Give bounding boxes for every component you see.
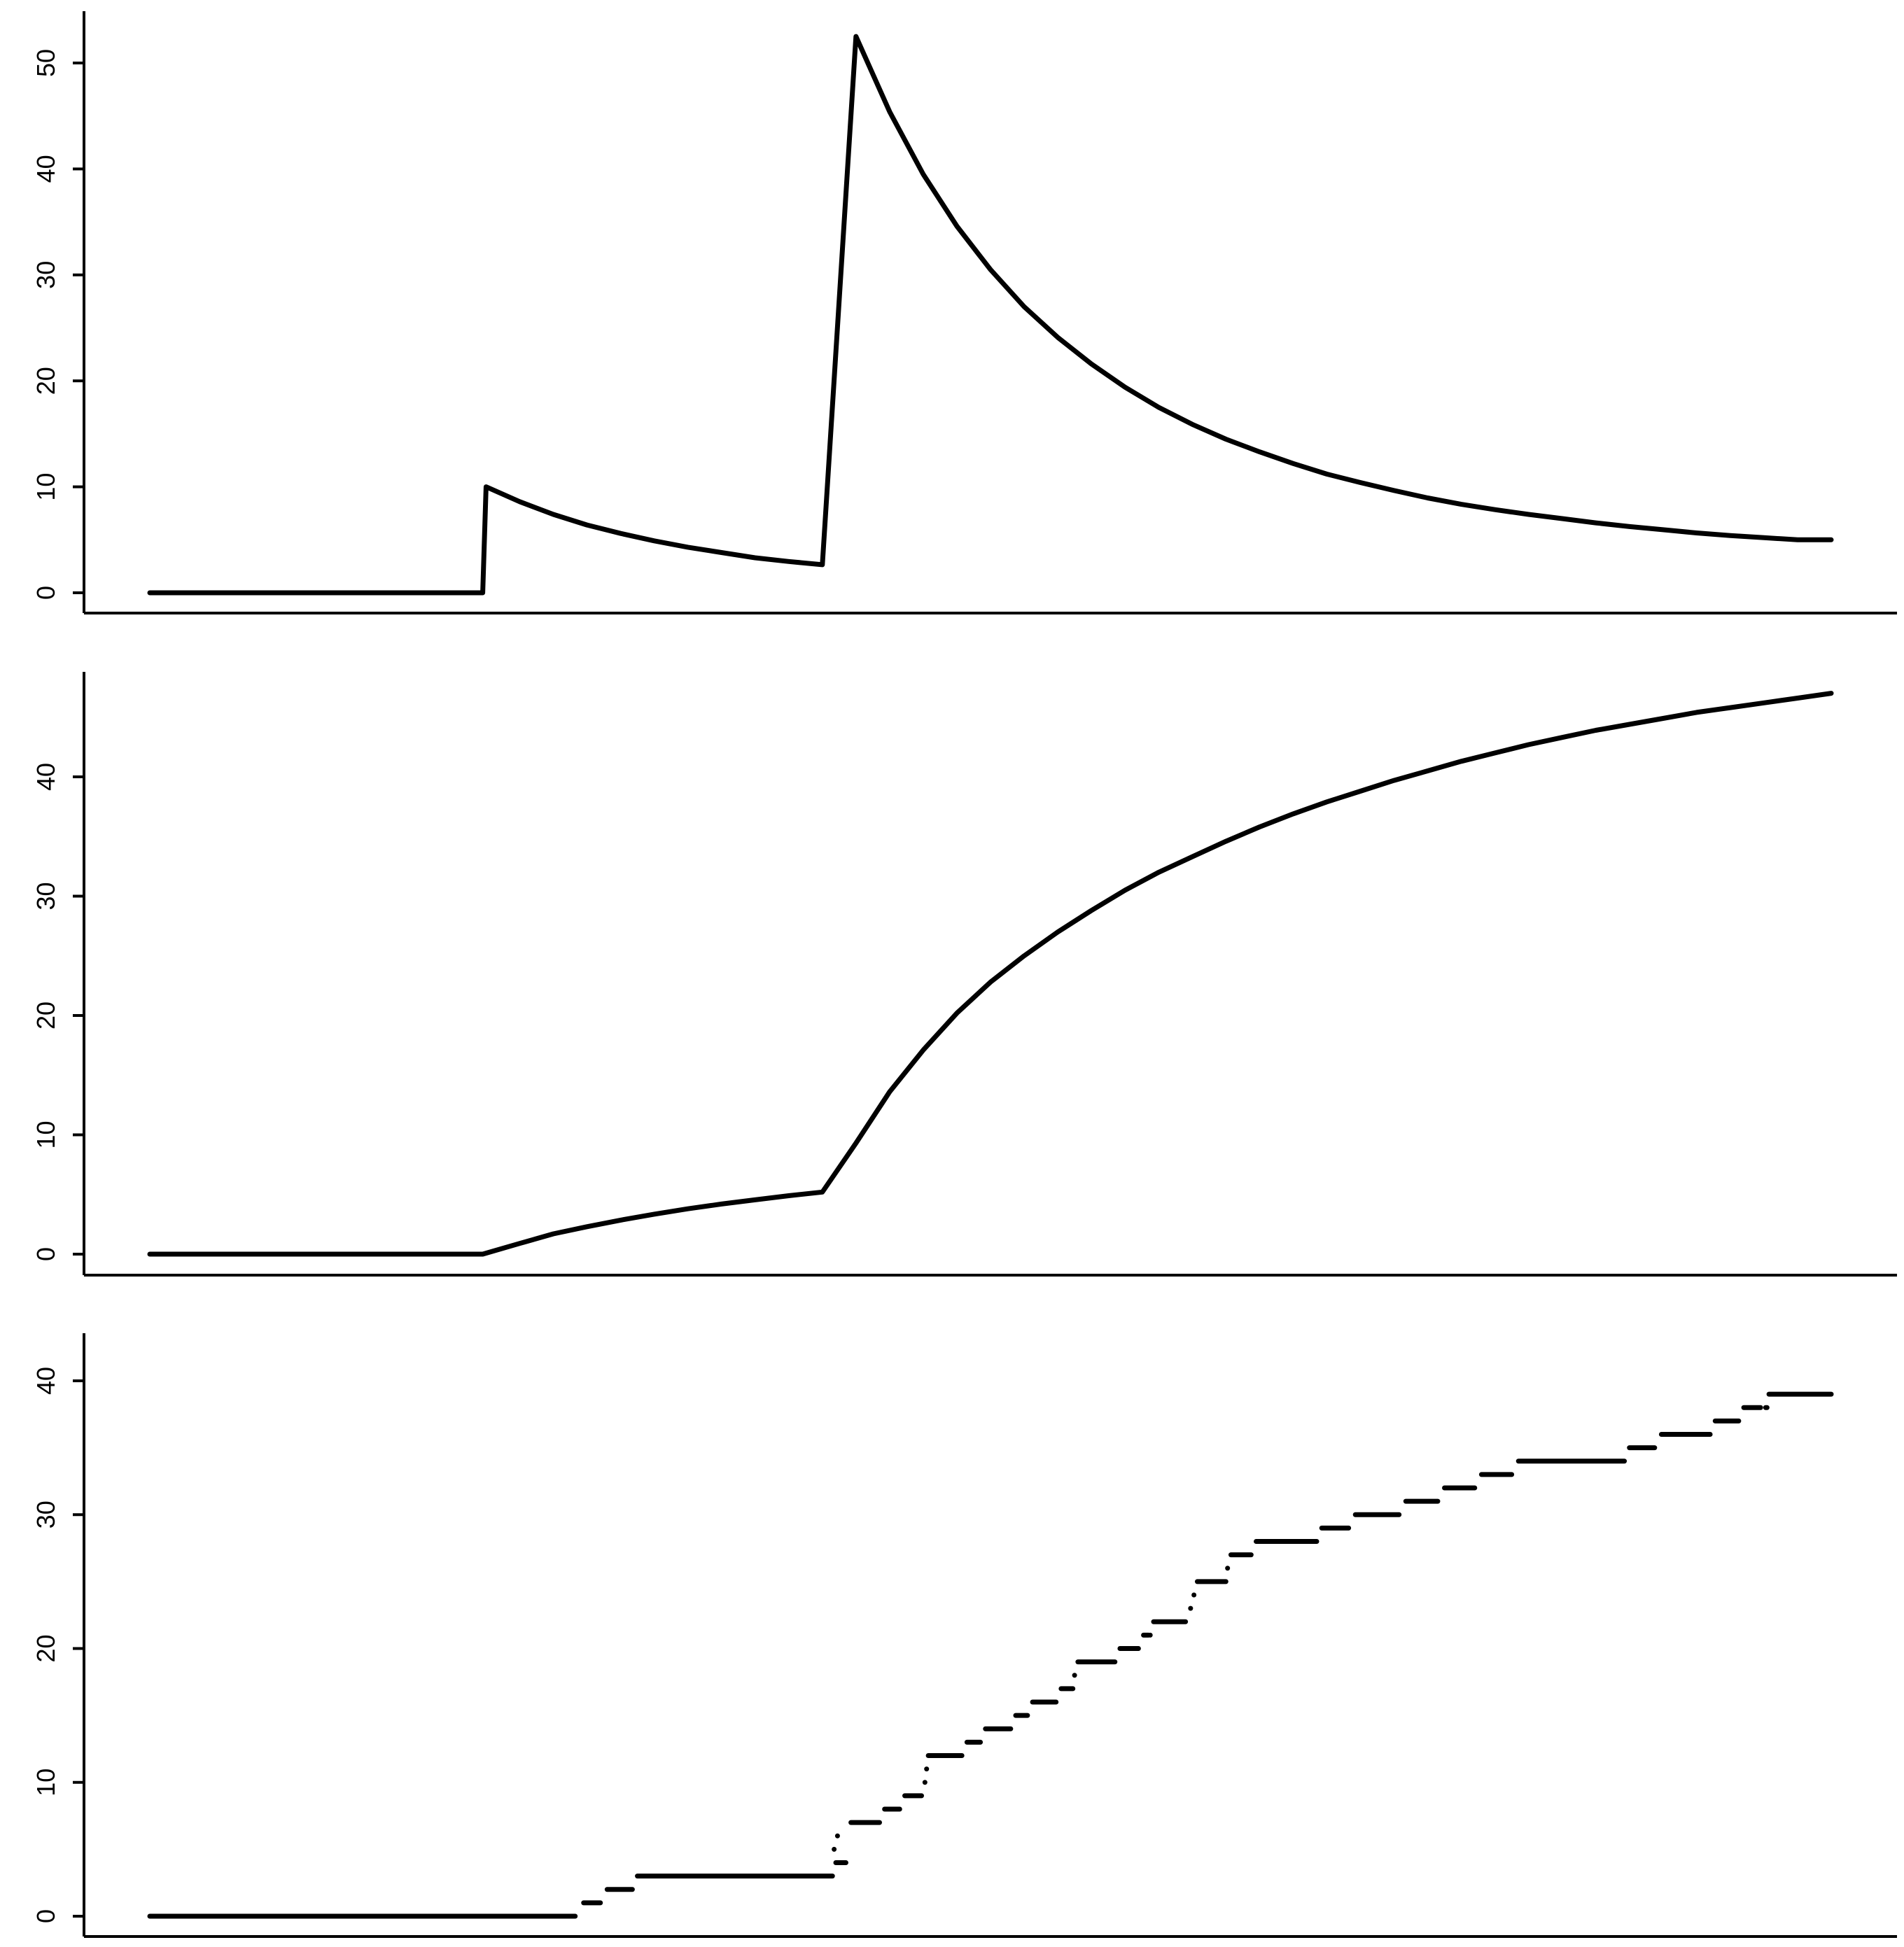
chart-panel-bottom: 0 10 20 30 40	[31, 1333, 1897, 1938]
y-tick-label: 40	[31, 763, 60, 791]
step-dot	[1072, 1673, 1077, 1678]
step-dot	[1191, 1592, 1197, 1598]
y-tick-label: 30	[31, 261, 60, 289]
step-dot	[924, 1766, 930, 1772]
y-tick-label: 30	[31, 882, 60, 910]
y-tick-label: 0	[31, 1247, 60, 1261]
step-dot	[832, 1846, 837, 1852]
step-dot	[1147, 1632, 1153, 1638]
y-tick-label: 10	[31, 1120, 60, 1148]
series-line	[147, 34, 1834, 596]
chart-panel-middle: 0 10 20 30 40	[31, 672, 1897, 1277]
y-tick-label: 40	[31, 155, 60, 183]
y-tick-label: 10	[31, 473, 60, 501]
step-dot	[922, 1780, 927, 1785]
y-tick-label: 0	[31, 1909, 60, 1923]
step-dot	[1225, 1566, 1231, 1571]
y-tick-label: 40	[31, 1367, 60, 1395]
step-dot	[1188, 1605, 1194, 1611]
series-line	[147, 691, 1834, 1257]
chart-panel-top: 0 10 20 30 40 50	[31, 11, 1897, 614]
y-tick-label: 20	[31, 367, 60, 395]
step-dot	[834, 1833, 840, 1839]
y-tick-label: 30	[31, 1500, 60, 1528]
y-tick-label: 0	[31, 586, 60, 600]
y-tick-label: 20	[31, 1634, 60, 1662]
y-tick-label: 20	[31, 1001, 60, 1029]
y-tick-label: 50	[31, 49, 60, 77]
y-tick-label: 10	[31, 1769, 60, 1797]
